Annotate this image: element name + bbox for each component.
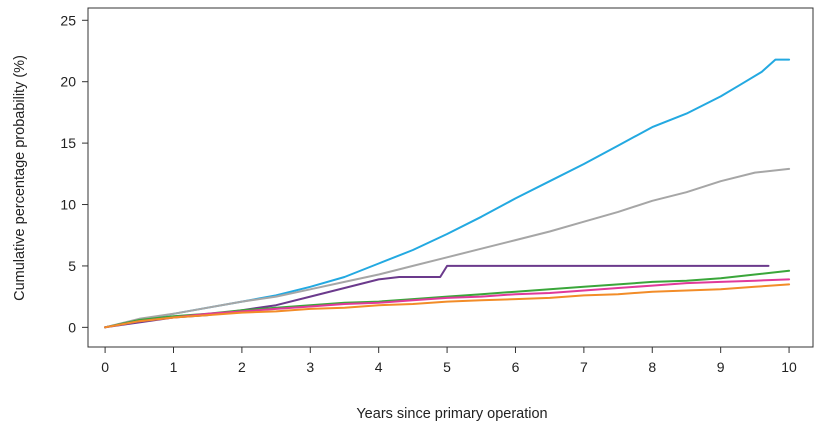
x-tick-label: 0 [101, 359, 109, 375]
series-line-6 [104, 283, 791, 329]
series-layer [104, 58, 791, 329]
x-tick-label: 1 [170, 359, 178, 375]
y-axis-title: Cumulative percentage probability (%) [12, 55, 28, 301]
y-tick-label: 5 [68, 258, 76, 274]
x-tick-label: 8 [648, 359, 656, 375]
x-tick-label: 4 [375, 359, 383, 375]
x-tick-label: 9 [717, 359, 725, 375]
series-line-2 [104, 167, 791, 329]
series-line-4 [104, 269, 791, 329]
x-tick-label: 7 [580, 359, 588, 375]
plot-frame [87, 7, 814, 348]
y-tick-label: 15 [60, 135, 76, 151]
x-tick-label: 2 [238, 359, 246, 375]
y-tick-label: 10 [60, 197, 76, 213]
y-tick-label: 20 [60, 74, 76, 90]
y-tick-label: 0 [68, 319, 76, 335]
series-line-1 [104, 58, 791, 329]
x-tick-label: 10 [781, 359, 797, 375]
x-tick-label: 3 [306, 359, 314, 375]
x-axis-title: Years since primary operation [356, 406, 547, 422]
x-tick-label: 6 [512, 359, 520, 375]
y-axis: 0 5 10 15 20 25 [60, 12, 88, 335]
x-tick-label: 5 [443, 359, 451, 375]
series-line-5 [104, 278, 791, 329]
y-tick-label: 25 [60, 12, 76, 28]
x-axis: 0 1 2 3 4 5 6 7 8 9 10 [101, 347, 797, 375]
